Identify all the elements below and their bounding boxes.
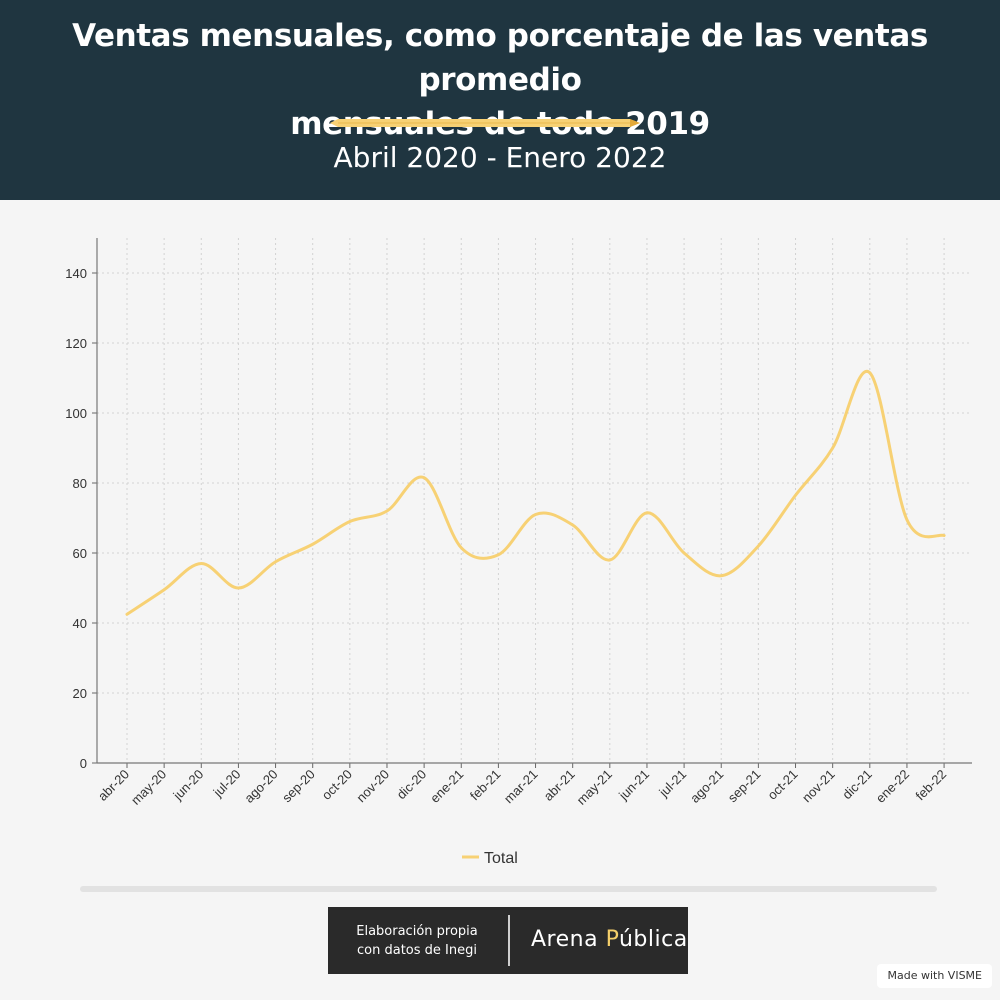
- x-tick-label: mar-21: [501, 767, 541, 807]
- x-tick-label: ago-21: [687, 767, 726, 806]
- series-line-total: [125, 369, 946, 616]
- credit-text: Elaboración propia con datos de Inegi: [328, 922, 506, 960]
- credit-line2: con datos de Inegi: [357, 943, 477, 958]
- x-tick-label: feb-21: [467, 767, 504, 804]
- x-tick-label: jul-20: [210, 767, 244, 801]
- x-tick-label: ago-20: [241, 767, 280, 806]
- y-tick-label: 40: [73, 616, 87, 631]
- chart-area: 0 20 40 60 80 100 120 140 abr-20 may-20 jun-20 jul-…: [0, 200, 1000, 890]
- x-tick-label: ene-22: [873, 767, 912, 806]
- x-tick-label: jun-20: [170, 767, 207, 804]
- brand-part2: ública: [618, 927, 688, 952]
- y-tick-label: 20: [73, 686, 87, 701]
- legend-label: Total: [484, 850, 518, 867]
- x-tick-label: may-21: [574, 767, 615, 808]
- brand-logo: Arena Pública: [531, 927, 688, 953]
- x-tick-label: may-20: [128, 767, 169, 808]
- x-tick-label: dic-21: [839, 767, 875, 803]
- x-tick-label: abr-20: [95, 767, 132, 804]
- y-tick-label: 140: [65, 266, 87, 281]
- y-tick-label: 100: [65, 406, 87, 421]
- x-tick-label: sep-20: [279, 767, 318, 806]
- y-tick-label: 0: [80, 756, 87, 771]
- credit-box: Elaboración propia con datos de Inegi Ar…: [328, 907, 688, 974]
- footer-divider: [80, 886, 937, 892]
- x-tick-label: sep-21: [725, 767, 764, 806]
- credit-separator: [508, 915, 510, 966]
- chart-title-line1: Ventas mensuales, como porcentaje de las…: [72, 18, 928, 98]
- x-tick-label: jul-21: [655, 767, 689, 801]
- x-tick-label: oct-21: [764, 767, 800, 803]
- x-tick-label: ene-21: [427, 767, 466, 806]
- y-tick-label: 80: [73, 476, 87, 491]
- pencil-divider-icon: [330, 119, 640, 127]
- x-tick-label: nov-20: [353, 767, 392, 806]
- chart-title: Ventas mensuales, como porcentaje de las…: [0, 14, 1000, 146]
- chart-subtitle: Abril 2020 - Enero 2022: [333, 141, 667, 174]
- x-tick-label: jun-21: [615, 767, 652, 804]
- y-tick-label: 60: [73, 546, 87, 561]
- brand-accent: P: [605, 927, 619, 952]
- header-banner: Ventas mensuales, como porcentaje de las…: [0, 0, 1000, 200]
- x-tick-label: nov-21: [799, 767, 838, 806]
- credit-line1: Elaboración propia: [356, 924, 478, 939]
- made-with-visme-badge[interactable]: Made with VISME: [877, 964, 992, 988]
- y-tick-label: 120: [65, 336, 87, 351]
- x-tick-label: dic-20: [394, 767, 430, 803]
- brand-part1: Arena: [531, 927, 606, 952]
- x-tick-label: feb-22: [913, 767, 950, 804]
- x-tick-label: oct-20: [319, 767, 355, 803]
- x-tick-label: abr-21: [541, 767, 578, 804]
